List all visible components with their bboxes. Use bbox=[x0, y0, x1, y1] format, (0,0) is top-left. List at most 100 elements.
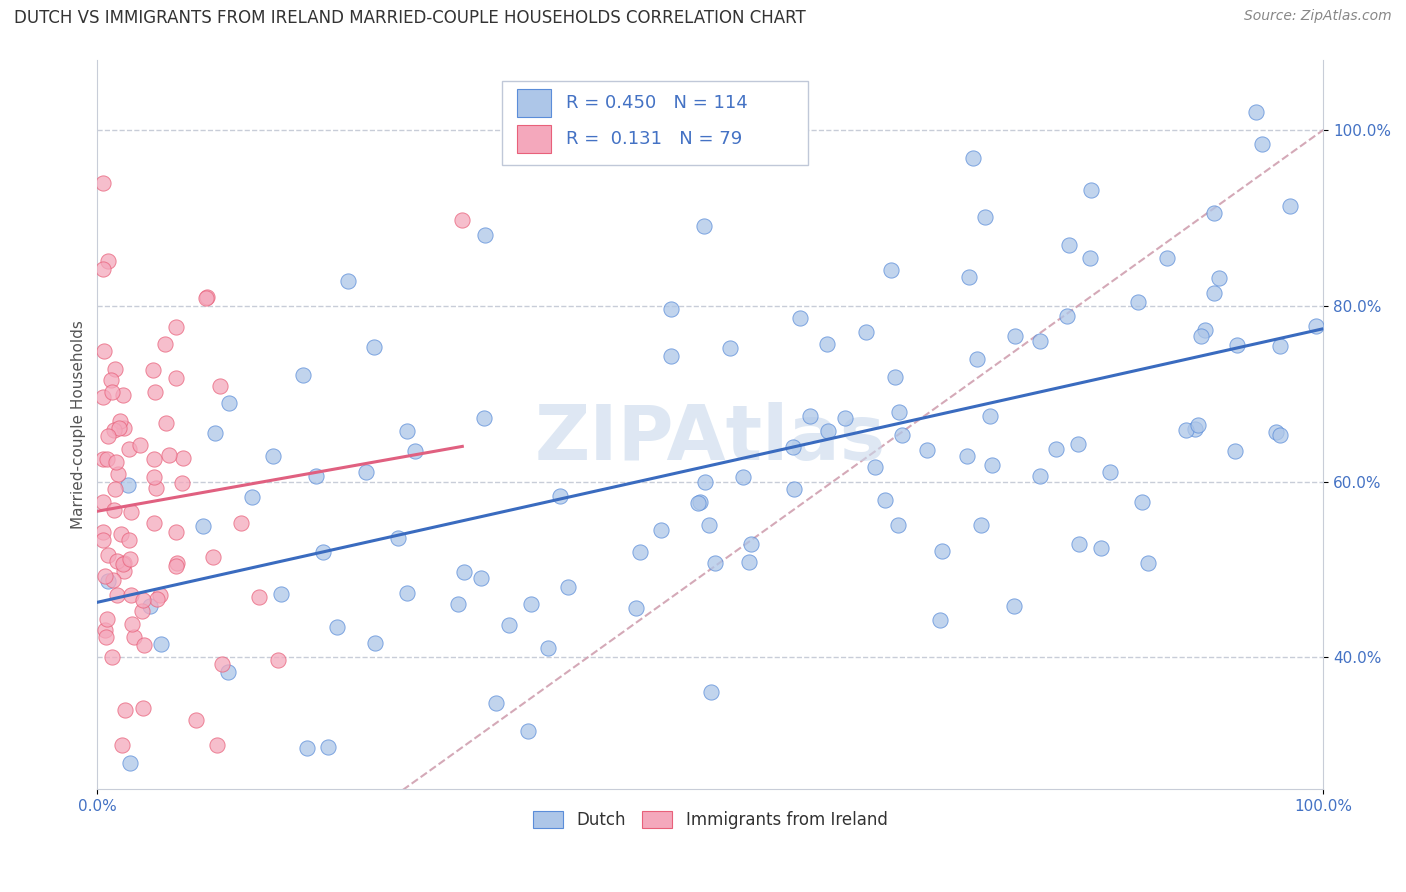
Text: R = 0.450   N = 114: R = 0.450 N = 114 bbox=[565, 94, 748, 112]
Point bbox=[364, 636, 387, 650]
Point bbox=[194, 291, 217, 305]
Point bbox=[1029, 469, 1052, 483]
Text: R =  0.131   N = 79: R = 0.131 N = 79 bbox=[565, 130, 742, 148]
Point bbox=[915, 443, 938, 458]
Point bbox=[103, 502, 125, 516]
Point bbox=[93, 624, 115, 638]
Point bbox=[120, 505, 142, 519]
Point bbox=[304, 469, 326, 483]
Point bbox=[247, 590, 270, 604]
Point bbox=[979, 409, 1001, 424]
Point bbox=[1268, 427, 1291, 442]
Point bbox=[451, 213, 474, 227]
Point bbox=[626, 601, 648, 615]
Point bbox=[267, 653, 290, 667]
Point bbox=[1208, 271, 1230, 285]
Point bbox=[1045, 442, 1067, 456]
Point bbox=[699, 685, 721, 699]
Point bbox=[689, 495, 711, 509]
Point bbox=[129, 438, 152, 452]
Point bbox=[270, 587, 292, 601]
Point bbox=[195, 290, 218, 304]
Point bbox=[1305, 319, 1327, 334]
FancyBboxPatch shape bbox=[516, 125, 551, 153]
Point bbox=[145, 482, 167, 496]
Point bbox=[1156, 252, 1178, 266]
Point bbox=[1078, 251, 1101, 265]
Point bbox=[165, 525, 187, 540]
Point bbox=[312, 545, 335, 559]
Point bbox=[143, 384, 166, 399]
Point bbox=[395, 586, 418, 600]
Point bbox=[131, 700, 153, 714]
Point bbox=[118, 442, 141, 457]
Point bbox=[172, 475, 194, 490]
Point bbox=[150, 637, 173, 651]
Point bbox=[205, 739, 228, 753]
Point bbox=[146, 591, 169, 606]
Point bbox=[956, 450, 979, 464]
Point bbox=[231, 516, 253, 531]
Point bbox=[117, 478, 139, 492]
Point bbox=[112, 421, 135, 435]
Point bbox=[165, 559, 187, 574]
Point bbox=[101, 573, 124, 587]
Y-axis label: Married-couple Households: Married-couple Households bbox=[72, 320, 86, 529]
Point bbox=[295, 740, 318, 755]
Point bbox=[184, 714, 207, 728]
Point bbox=[628, 544, 651, 558]
Point bbox=[973, 210, 995, 224]
Point bbox=[142, 451, 165, 466]
Point bbox=[103, 423, 125, 437]
Point bbox=[96, 452, 118, 467]
Point bbox=[783, 482, 806, 496]
Point bbox=[124, 630, 146, 644]
Point bbox=[966, 352, 988, 367]
Point bbox=[731, 470, 754, 484]
Point bbox=[650, 524, 672, 538]
Point bbox=[1187, 418, 1209, 433]
Point bbox=[738, 555, 761, 569]
Point bbox=[659, 350, 682, 364]
Point bbox=[855, 325, 877, 339]
Point bbox=[1202, 206, 1225, 220]
Point bbox=[1136, 556, 1159, 570]
Point bbox=[93, 495, 115, 509]
Point bbox=[1184, 422, 1206, 436]
Point bbox=[104, 361, 127, 376]
Point bbox=[1002, 599, 1025, 614]
Point bbox=[470, 571, 492, 585]
Point bbox=[105, 554, 128, 568]
Point bbox=[880, 262, 903, 277]
Point bbox=[817, 424, 839, 438]
Point bbox=[112, 388, 135, 402]
Point bbox=[172, 451, 194, 466]
Point bbox=[1004, 329, 1026, 343]
Point bbox=[165, 320, 187, 334]
Point bbox=[1250, 136, 1272, 151]
Point bbox=[1204, 285, 1226, 300]
Point bbox=[166, 556, 188, 570]
Point bbox=[101, 384, 124, 399]
Point bbox=[93, 452, 115, 467]
Point bbox=[93, 176, 115, 190]
Point bbox=[1268, 339, 1291, 353]
Point bbox=[447, 597, 470, 611]
Point bbox=[211, 657, 233, 672]
Point bbox=[93, 262, 115, 277]
Point bbox=[520, 598, 543, 612]
Point bbox=[112, 557, 135, 571]
Point bbox=[1067, 537, 1090, 551]
FancyBboxPatch shape bbox=[516, 89, 551, 117]
Point bbox=[887, 518, 910, 533]
Text: Source: ZipAtlas.com: Source: ZipAtlas.com bbox=[1244, 9, 1392, 23]
Point bbox=[387, 531, 409, 545]
Point bbox=[97, 253, 120, 268]
Point bbox=[931, 544, 953, 558]
Point bbox=[132, 592, 155, 607]
Point bbox=[1194, 323, 1216, 337]
Point bbox=[1080, 183, 1102, 197]
Point bbox=[472, 410, 495, 425]
Point bbox=[149, 588, 172, 602]
Point bbox=[118, 533, 141, 547]
